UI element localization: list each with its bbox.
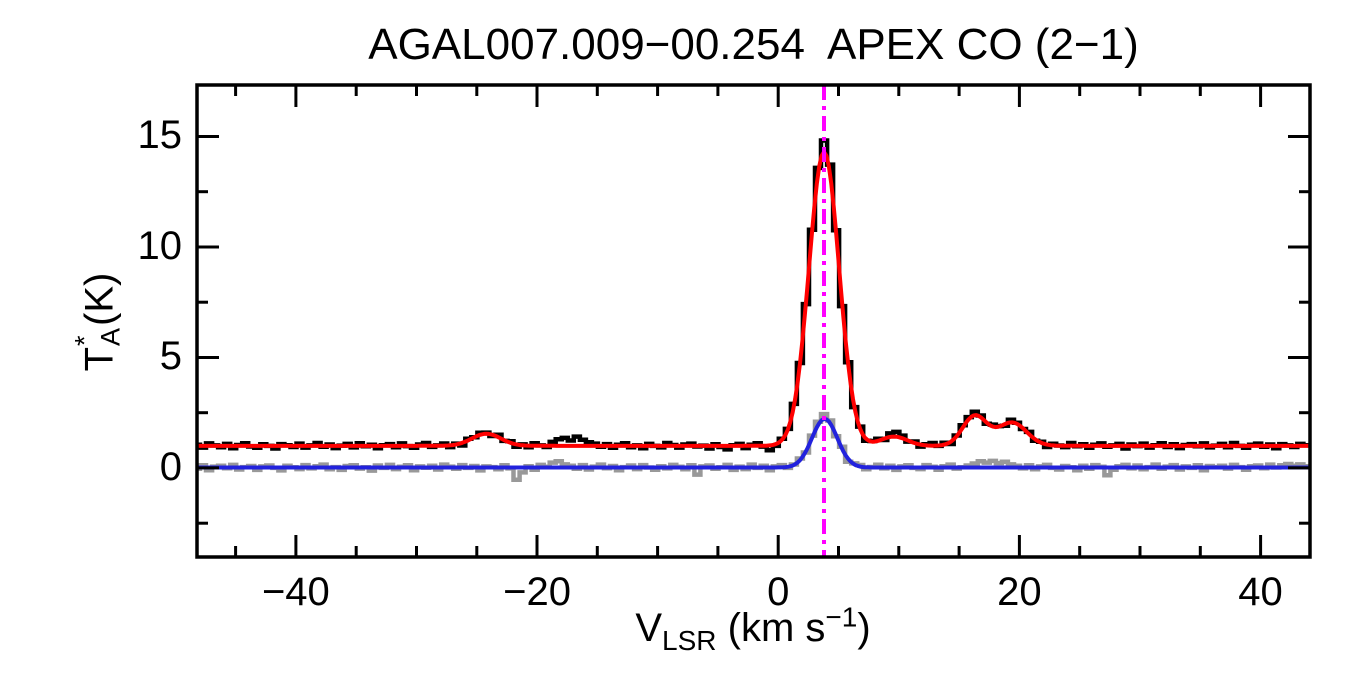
x-tick-label: 0: [767, 570, 790, 614]
x-axis-label-subscript: LSR: [662, 625, 717, 656]
blue-fit-curve: [198, 416, 1309, 470]
x-tick-label: 20: [997, 570, 1042, 614]
x-axis-label: VLSR (km s−1): [635, 603, 871, 654]
x-tick-label: −40: [261, 570, 330, 614]
y-tick-label: 10: [137, 223, 183, 268]
x-axis-label-exponent: −1: [825, 601, 858, 633]
x-axis-label-unit-close: ): [857, 606, 871, 650]
y-tick-label: 5: [159, 334, 182, 379]
observed-spectrum-black: [198, 138, 1309, 453]
x-tick-label: −20: [503, 570, 571, 614]
red-fit-curve: [198, 150, 1309, 448]
y-tick-label: 0: [159, 444, 182, 489]
y-tick-label: 15: [137, 113, 183, 158]
x-axis-label-unit: (km s: [716, 606, 826, 650]
x-axis-label-symbol: V: [635, 606, 663, 650]
plot-title: AGAL007.009−00.254 APEX CO (2−1): [368, 20, 1139, 69]
plot-box: [195, 83, 1312, 559]
x-tick-label: 40: [1238, 570, 1283, 614]
y-axis-label-unit: (K): [77, 272, 122, 326]
